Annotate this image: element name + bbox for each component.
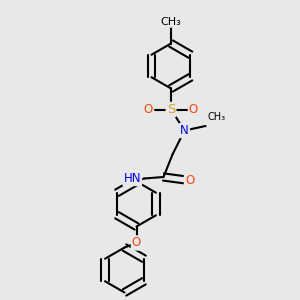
Text: CH₃: CH₃ [160, 16, 182, 27]
Text: S: S [167, 103, 175, 116]
Text: HN: HN [124, 172, 141, 185]
Text: O: O [189, 103, 198, 116]
Text: O: O [144, 103, 153, 116]
Text: CH₃: CH₃ [207, 112, 225, 122]
Text: O: O [132, 236, 141, 250]
Text: O: O [185, 173, 194, 187]
Text: N: N [180, 124, 189, 137]
